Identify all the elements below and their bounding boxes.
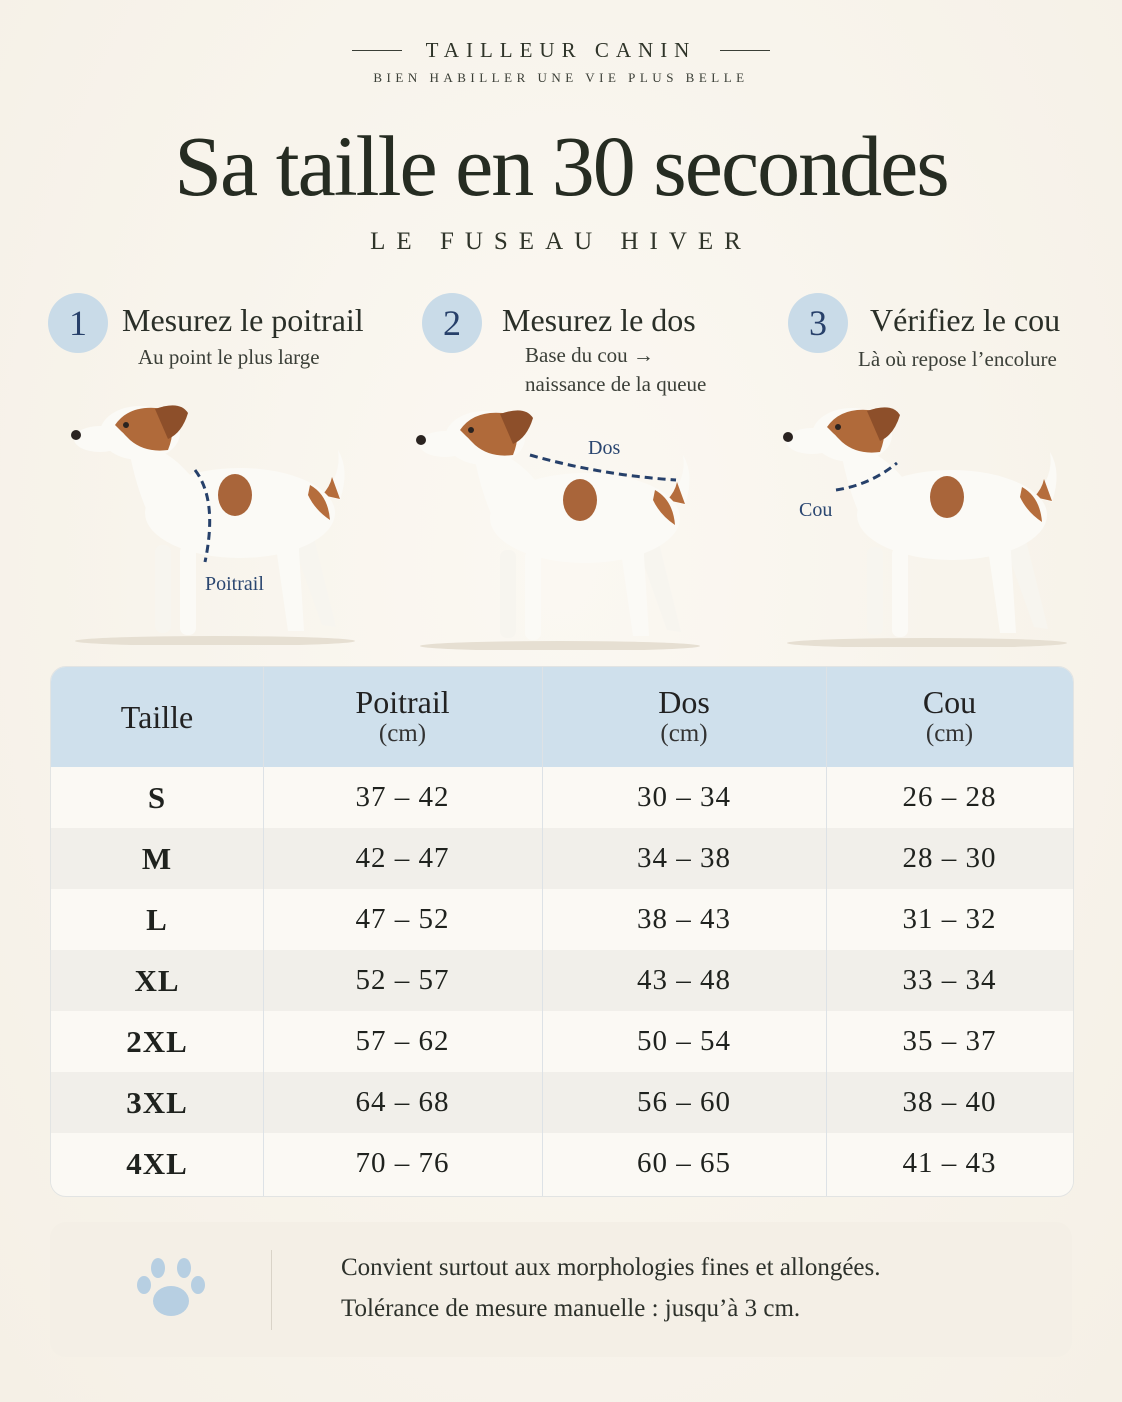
measure-label: Poitrail — [205, 573, 264, 595]
size-table: Taille Poitrail (cm) Dos (cm) Cou (cm) S 37 – 42… — [50, 666, 1074, 1197]
size-cell: L — [146, 902, 168, 937]
table-row — [51, 1011, 1073, 1072]
value-cell: 50 – 54 — [637, 1025, 731, 1057]
measure-line — [835, 461, 898, 492]
size-cell: S — [147, 780, 167, 815]
table-row — [51, 767, 1073, 828]
table-row — [51, 950, 1073, 1011]
header-cell: Poitrail (cm) — [263, 667, 542, 767]
value-cell: 35 – 37 — [902, 1025, 997, 1057]
value-cell: 41 – 43 — [902, 1147, 997, 1179]
step-number: 2 — [422, 293, 482, 353]
size-cell: M — [141, 841, 173, 876]
subtitle: LE FUSEAU HIVER — [370, 228, 752, 255]
value-cell: 70 – 76 — [355, 1147, 450, 1179]
step-line: naissance de la queue — [525, 372, 707, 396]
header-unit: (cm) — [378, 720, 427, 747]
value-cell: 34 – 38 — [637, 842, 731, 874]
value-cell: 52 – 57 — [355, 964, 450, 996]
measure-line — [193, 469, 212, 563]
size-cell: 4XL — [126, 1146, 188, 1181]
header-cell: Taille — [51, 667, 263, 767]
value-cell: 56 – 60 — [637, 1086, 731, 1118]
table-row — [51, 1072, 1073, 1133]
brand-tagline: BIEN HABILLER UNE VIE PLUS BELLE — [373, 70, 749, 85]
dog — [71, 405, 355, 645]
dog — [783, 407, 1067, 647]
header-label: Dos — [658, 684, 710, 720]
value-cell: 33 – 34 — [902, 964, 997, 996]
divider — [271, 1250, 272, 1330]
header-label: Poitrail — [355, 684, 450, 720]
note: Convient surtout aux morphologies fines … — [341, 1254, 881, 1281]
value-cell: 60 – 65 — [637, 1147, 731, 1179]
size-cell: 2XL — [126, 1024, 188, 1059]
dogs: Poitrail Dos Cou — [71, 405, 1067, 650]
note-box — [50, 1222, 1072, 1357]
value-cell: 38 – 43 — [637, 903, 731, 935]
measure-label: Dos — [588, 437, 620, 459]
column-divider — [542, 667, 543, 1196]
value-cell: 42 – 47 — [355, 842, 450, 874]
rule — [352, 50, 402, 51]
paw-icon — [137, 1258, 205, 1316]
value-cell: 28 – 30 — [902, 842, 997, 874]
size-cell: 3XL — [126, 1085, 188, 1120]
value-cell: 43 – 48 — [637, 964, 731, 996]
column-divider — [826, 667, 827, 1196]
step-line: Là où repose l’encolure — [858, 347, 1057, 371]
value-cell: 26 – 28 — [902, 781, 997, 813]
measure-line — [529, 453, 677, 482]
header-unit: (cm) — [660, 720, 708, 747]
title: Sa taille en 30 secondes — [174, 118, 950, 214]
brand-name: TAILLEUR CANIN — [425, 38, 697, 62]
step-title: Mesurez le poitrail — [122, 302, 364, 338]
paw-pad — [153, 1286, 189, 1316]
paw-toe — [191, 1276, 205, 1294]
value-cell: 47 – 52 — [355, 903, 450, 935]
value-cell: 30 – 34 — [637, 781, 731, 813]
value-cell: 31 – 32 — [902, 903, 997, 935]
value-cell: 38 – 40 — [902, 1086, 997, 1118]
step-number: 1 — [48, 293, 108, 353]
step-title: Vérifiez le cou — [870, 302, 1061, 338]
step-line: Base du cou → — [525, 343, 654, 367]
table-row — [51, 1133, 1073, 1194]
step-number: 3 — [788, 293, 848, 353]
header-label: Taille — [120, 699, 194, 735]
header-label: Cou — [922, 684, 977, 720]
value-cell: 64 – 68 — [355, 1086, 450, 1118]
step-title: Mesurez le dos — [502, 302, 696, 338]
size-cell: XL — [134, 963, 180, 998]
measure-label: Cou — [799, 499, 832, 521]
table-row — [51, 828, 1073, 889]
paw-toe — [177, 1258, 191, 1278]
column-divider — [263, 667, 264, 1196]
value-cell: 37 – 42 — [355, 781, 450, 813]
value-cell: 57 – 62 — [355, 1025, 450, 1057]
table-row — [51, 889, 1073, 950]
dog — [416, 410, 700, 650]
header-unit: (cm) — [925, 720, 974, 747]
rule — [720, 50, 770, 51]
note: Tolérance de mesure manuelle : jusqu’à 3… — [341, 1295, 801, 1322]
paw-toe — [137, 1276, 151, 1294]
paw-toe — [151, 1258, 165, 1278]
table-header — [51, 667, 1073, 767]
header-cell: Dos (cm) — [542, 667, 826, 767]
header-cell: Cou (cm) — [826, 667, 1073, 767]
step-line: Au point le plus large — [138, 345, 320, 369]
